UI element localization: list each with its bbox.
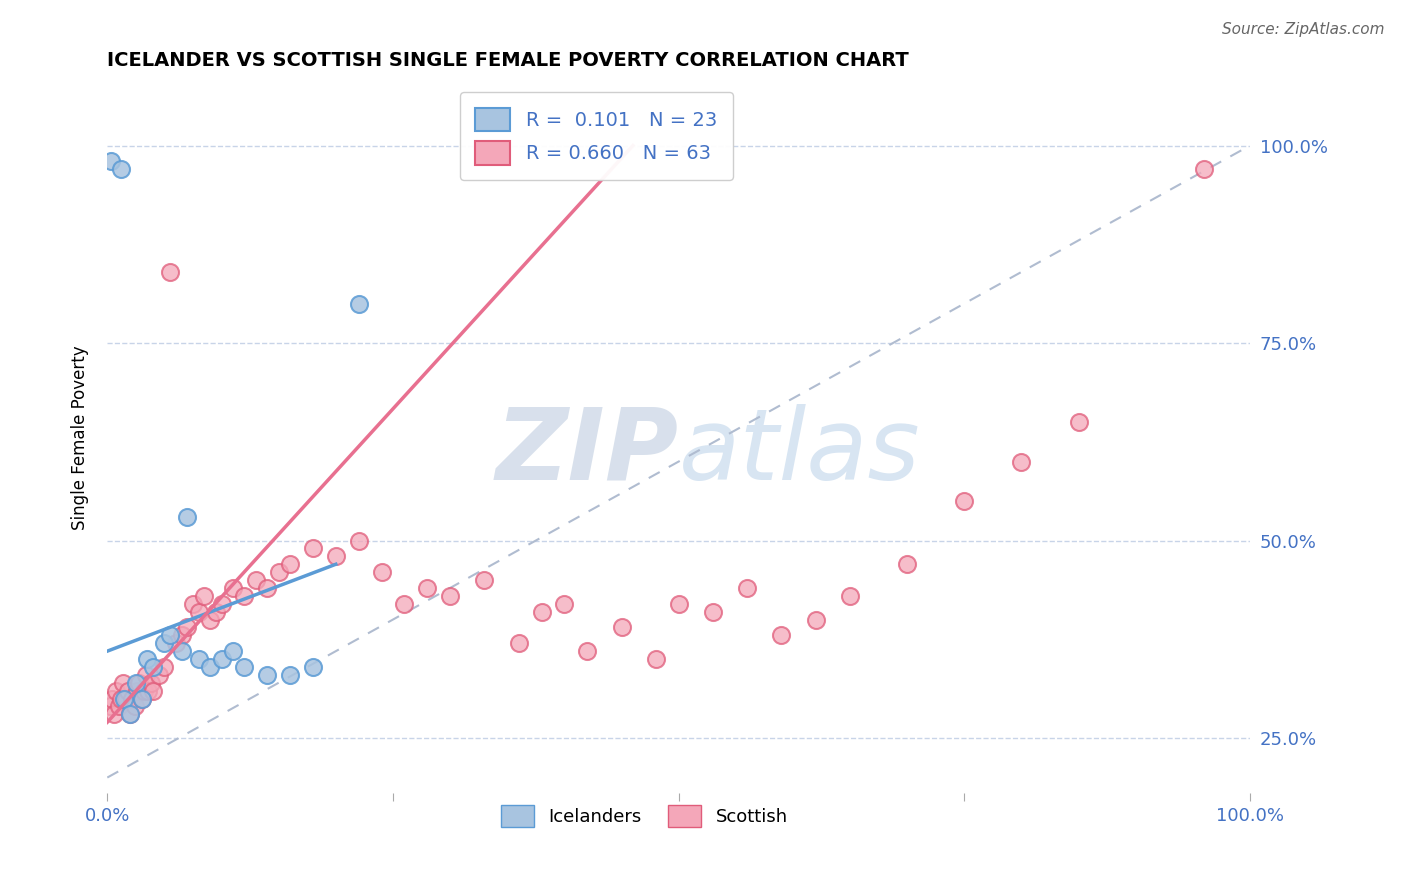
Point [187, 605, 209, 619]
Point [804, 613, 827, 627]
Point [508, 636, 530, 650]
Point [159, 628, 181, 642]
Point [110, 691, 132, 706]
Text: ZIP: ZIP [496, 403, 679, 500]
Point [953, 494, 976, 508]
Point [198, 660, 221, 674]
Point [124, 699, 146, 714]
Point [222, 644, 245, 658]
Point [105, 683, 128, 698]
Text: atlas: atlas [679, 403, 921, 500]
Point [496, 857, 519, 871]
Point [117, 683, 139, 698]
Point [735, 581, 758, 595]
Point [211, 652, 233, 666]
Point [120, 707, 142, 722]
Point [267, 565, 290, 579]
Point [120, 707, 142, 722]
Point [110, 162, 132, 177]
Point [153, 636, 176, 650]
Point [278, 668, 301, 682]
Point [135, 668, 157, 682]
Point [165, 636, 187, 650]
Point [394, 597, 416, 611]
Point [121, 691, 143, 706]
Point [193, 589, 215, 603]
Point [233, 660, 256, 674]
Point [347, 533, 370, 548]
Point [170, 628, 193, 642]
Point [112, 675, 135, 690]
Point [278, 558, 301, 572]
Y-axis label: Single Female Poverty: Single Female Poverty [72, 345, 89, 530]
Point [181, 597, 204, 611]
Point [101, 691, 124, 706]
Point [176, 620, 198, 634]
Point [302, 660, 325, 674]
Point [198, 613, 221, 627]
Point [325, 549, 347, 564]
Point [136, 652, 159, 666]
Point [1067, 415, 1090, 429]
Point [100, 154, 122, 169]
Text: ICELANDER VS SCOTTISH SINGLE FEMALE POVERTY CORRELATION CHART: ICELANDER VS SCOTTISH SINGLE FEMALE POVE… [107, 51, 910, 70]
Point [644, 652, 666, 666]
Point [668, 597, 690, 611]
Point [153, 660, 176, 674]
Point [125, 675, 148, 690]
Point [114, 691, 136, 706]
Text: Source: ZipAtlas.com: Source: ZipAtlas.com [1222, 22, 1385, 37]
Point [702, 605, 724, 619]
Point [142, 660, 165, 674]
Point [222, 581, 245, 595]
Point [1194, 162, 1216, 177]
Point [256, 668, 278, 682]
Point [576, 644, 599, 658]
Point [125, 683, 148, 698]
Point [256, 581, 278, 595]
Point [114, 691, 136, 706]
Point [211, 597, 233, 611]
Point [159, 265, 181, 279]
Point [187, 652, 209, 666]
Point [107, 699, 129, 714]
Point [139, 675, 162, 690]
Point [474, 573, 496, 587]
Point [245, 573, 267, 587]
Point [170, 644, 193, 658]
Point [148, 668, 170, 682]
Point [530, 605, 553, 619]
Point [439, 818, 461, 832]
Point [553, 597, 575, 611]
Point [370, 565, 392, 579]
Point [1011, 454, 1033, 468]
Point [142, 683, 165, 698]
Point [98, 699, 121, 714]
Point [176, 509, 198, 524]
Point [205, 605, 228, 619]
Point [416, 581, 439, 595]
Point [128, 675, 150, 690]
Point [138, 683, 160, 698]
Point [610, 620, 633, 634]
Point [131, 691, 153, 706]
Point [839, 589, 862, 603]
Point [896, 558, 918, 572]
Legend: Icelanders, Scottish: Icelanders, Scottish [494, 797, 794, 834]
Point [347, 296, 370, 310]
Point [103, 707, 125, 722]
Point [233, 589, 256, 603]
Point [302, 541, 325, 556]
Point [439, 589, 461, 603]
Point [131, 691, 153, 706]
Point [132, 683, 155, 698]
Point [770, 628, 793, 642]
